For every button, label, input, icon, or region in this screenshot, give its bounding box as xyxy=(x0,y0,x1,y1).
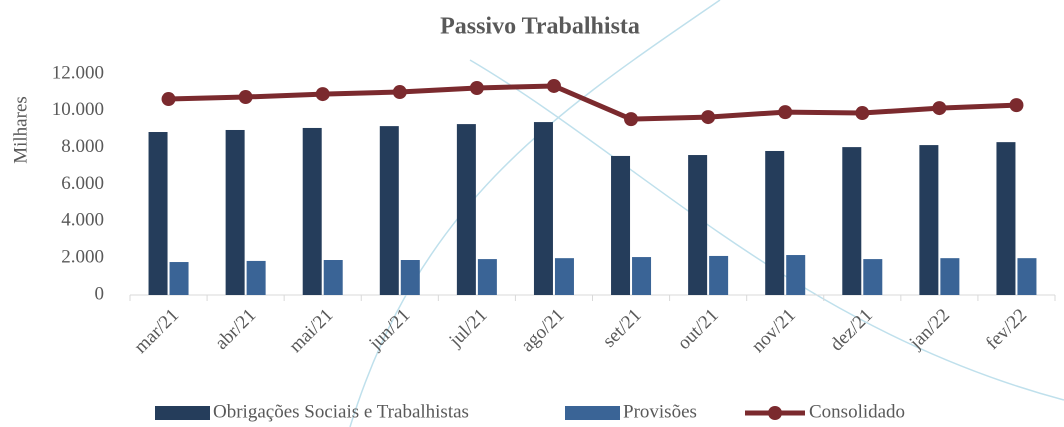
marker xyxy=(1009,98,1023,112)
marker xyxy=(470,81,484,95)
bar xyxy=(786,255,805,295)
bar xyxy=(226,130,245,295)
y-tick-label: 2.000 xyxy=(61,247,104,268)
legend-swatch xyxy=(155,406,210,420)
x-tick-label: mar/21 xyxy=(130,305,183,358)
marker xyxy=(162,92,176,106)
bar xyxy=(534,122,553,295)
y-tick-label: 12.000 xyxy=(52,62,104,83)
bar xyxy=(478,259,497,295)
bar xyxy=(842,147,861,295)
bar xyxy=(996,142,1015,295)
chart-title: Passivo Trabalhista xyxy=(440,14,640,40)
x-tick-label: jun/21 xyxy=(365,305,415,355)
legend-swatch xyxy=(768,406,782,420)
bar xyxy=(709,256,728,295)
legend-label: Consolidado xyxy=(809,401,905,422)
marker xyxy=(778,105,792,119)
bar xyxy=(170,262,189,295)
y-tick-label: 4.000 xyxy=(61,210,104,231)
marker xyxy=(316,87,330,101)
bar xyxy=(303,128,322,295)
y-tick-label: 8.000 xyxy=(61,136,104,157)
y-tick-label: 6.000 xyxy=(61,173,104,194)
y-axis-label: Milhares xyxy=(10,96,31,164)
x-tick-label: ago/21 xyxy=(517,305,568,356)
bar xyxy=(632,257,651,295)
legend-label: Obrigações Sociais e Trabalhistas xyxy=(213,401,469,422)
bar xyxy=(457,124,476,295)
x-tick-label: set/21 xyxy=(599,305,646,352)
x-tick-label: fev/22 xyxy=(982,305,1031,354)
chart: Passivo Trabalhista Milhares 0 2.000 4.000… xyxy=(0,0,1064,427)
bar xyxy=(149,132,168,295)
y-tick-label: 0 xyxy=(95,283,105,304)
bar xyxy=(863,259,882,295)
bar xyxy=(919,145,938,295)
marker xyxy=(239,90,253,104)
x-tick-label: jan/22 xyxy=(905,305,954,354)
bar xyxy=(940,258,959,295)
bar xyxy=(247,261,266,295)
x-tick-label: jul/21 xyxy=(445,305,492,352)
bar xyxy=(765,151,784,295)
legend-swatch xyxy=(565,406,620,420)
marker xyxy=(547,79,561,93)
y-tick-label: 10.000 xyxy=(52,99,104,120)
legend-label: Provisões xyxy=(623,401,697,422)
marker xyxy=(701,110,715,124)
marker xyxy=(624,112,638,126)
marker xyxy=(393,85,407,99)
bar xyxy=(401,260,420,295)
x-tick-label: nov/21 xyxy=(748,305,800,357)
x-tick-label: abr/21 xyxy=(211,305,260,354)
bar xyxy=(555,258,574,295)
bar xyxy=(324,260,343,295)
bar xyxy=(1017,258,1036,295)
marker xyxy=(855,106,869,120)
x-tick-label: dez/21 xyxy=(826,305,877,356)
x-tick-label: mai/21 xyxy=(285,305,337,357)
x-tick-label: out/21 xyxy=(674,305,723,354)
marker xyxy=(932,101,946,115)
bar xyxy=(380,126,399,295)
bar xyxy=(611,156,630,295)
bar xyxy=(688,155,707,295)
